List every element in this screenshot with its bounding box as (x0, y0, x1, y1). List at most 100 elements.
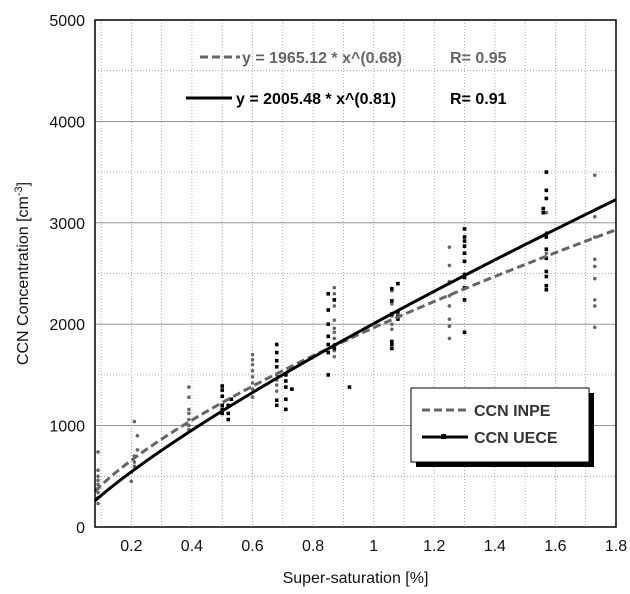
data-point-uece (326, 291, 331, 296)
data-point-inpe (135, 448, 140, 452)
y-axis-title: CCN Concentration [cm-3] (13, 182, 32, 365)
data-point-inpe (96, 490, 100, 495)
data-point-uece (544, 188, 549, 193)
data-point-uece (462, 235, 467, 239)
data-point-uece (332, 298, 337, 302)
legend-marker-uece (441, 434, 446, 439)
data-point-uece (290, 387, 294, 391)
x-tick-label: 1 (369, 538, 378, 555)
data-point-inpe (250, 375, 255, 379)
data-point-inpe (592, 257, 597, 262)
data-point-inpe (592, 173, 597, 177)
data-point-inpe (447, 324, 452, 329)
data-point-inpe (250, 357, 255, 362)
data-point-uece (544, 269, 549, 274)
legend-box (410, 387, 590, 463)
equation-inpe-text: y = 1965.12 * x^(0.68) (242, 50, 402, 67)
data-point-inpe (187, 385, 191, 389)
data-point-uece (462, 227, 467, 231)
data-point-uece (326, 322, 331, 326)
data-point-inpe (96, 482, 100, 487)
data-point-inpe (592, 298, 597, 302)
equation-inpe-r: R= 0.95 (450, 50, 507, 67)
data-point-uece (462, 259, 467, 264)
data-point-uece (220, 384, 225, 388)
data-point-uece (544, 170, 549, 174)
data-point-uece (544, 256, 549, 261)
data-point-uece (274, 342, 279, 347)
data-point-uece (326, 308, 331, 312)
equation-uece-r: R= 0.91 (450, 91, 507, 108)
data-point-inpe (447, 245, 452, 249)
data-point-uece (229, 397, 234, 402)
data-point-uece (462, 298, 467, 302)
x-tick-label: 0.8 (302, 538, 324, 555)
fit-curve-inpe (93, 228, 617, 493)
data-point-inpe (592, 276, 597, 281)
data-point-inpe (332, 318, 337, 322)
data-point-uece (390, 339, 394, 344)
equation-uece-text: y = 2005.48 * x^(0.81) (236, 91, 396, 108)
y-axis-title-close: ] (15, 182, 32, 186)
data-point-uece (462, 251, 467, 256)
data-point-inpe (250, 352, 255, 357)
data-point-inpe (250, 381, 255, 385)
data-point-uece (462, 330, 467, 335)
data-point-uece (396, 317, 400, 321)
data-point-uece (284, 379, 288, 383)
data-point-inpe (447, 294, 452, 298)
data-point-inpe (592, 304, 597, 308)
data-point-uece (541, 210, 546, 215)
data-point-uece (226, 417, 231, 422)
data-point-uece (284, 373, 288, 377)
y-tick-label: 2000 (49, 317, 85, 334)
data-point-inpe (250, 387, 255, 391)
data-point-uece (462, 275, 467, 280)
data-point-inpe (96, 474, 100, 479)
data-point-uece (326, 350, 331, 355)
data-point-uece (541, 206, 546, 211)
data-point-inpe (332, 326, 337, 331)
data-point-uece (226, 403, 231, 408)
data-point-inpe (96, 478, 100, 483)
data-point-inpe (96, 501, 100, 506)
data-point-inpe (250, 369, 255, 373)
data-point-uece (347, 385, 352, 389)
data-point-inpe (250, 395, 255, 400)
y-tick-label: 1000 (49, 419, 85, 436)
data-point-inpe (592, 325, 597, 330)
data-point-uece (390, 286, 394, 291)
data-point-uece (326, 334, 331, 339)
data-point-inpe (96, 468, 100, 473)
data-point-inpe (332, 291, 337, 296)
data-point-uece (274, 398, 279, 403)
data-point-inpe (132, 419, 137, 424)
data-point-inpe (390, 327, 394, 332)
data-point-uece (396, 281, 400, 286)
x-tick-label: 1.6 (544, 538, 566, 555)
data-point-uece (544, 235, 549, 239)
x-tick-label: 1.2 (423, 538, 445, 555)
data-point-uece (326, 342, 331, 347)
data-point-uece (226, 411, 231, 416)
data-point-uece (544, 247, 549, 251)
data-point-uece (220, 394, 225, 398)
data-point-uece (274, 358, 279, 363)
data-point-uece (284, 397, 288, 402)
data-point-inpe (274, 383, 279, 387)
x-tick-label: 1.4 (484, 538, 506, 555)
y-axis-title-unit-exponent: -3 (13, 186, 25, 196)
data-point-inpe (447, 317, 452, 321)
y-axis-title-main: CCN Concentration [cm (15, 196, 32, 365)
data-point-inpe (332, 304, 337, 308)
data-point-inpe (447, 263, 452, 268)
legend-label-uece: CCN UECE (474, 430, 558, 447)
data-point-uece (284, 407, 288, 412)
data-point-uece (326, 373, 331, 377)
data-point-uece (284, 385, 288, 389)
x-tick-label: 0.4 (181, 538, 203, 555)
x-tick-label: 1.8 (605, 538, 627, 555)
data-point-inpe (592, 214, 597, 219)
data-point-inpe (390, 302, 394, 306)
